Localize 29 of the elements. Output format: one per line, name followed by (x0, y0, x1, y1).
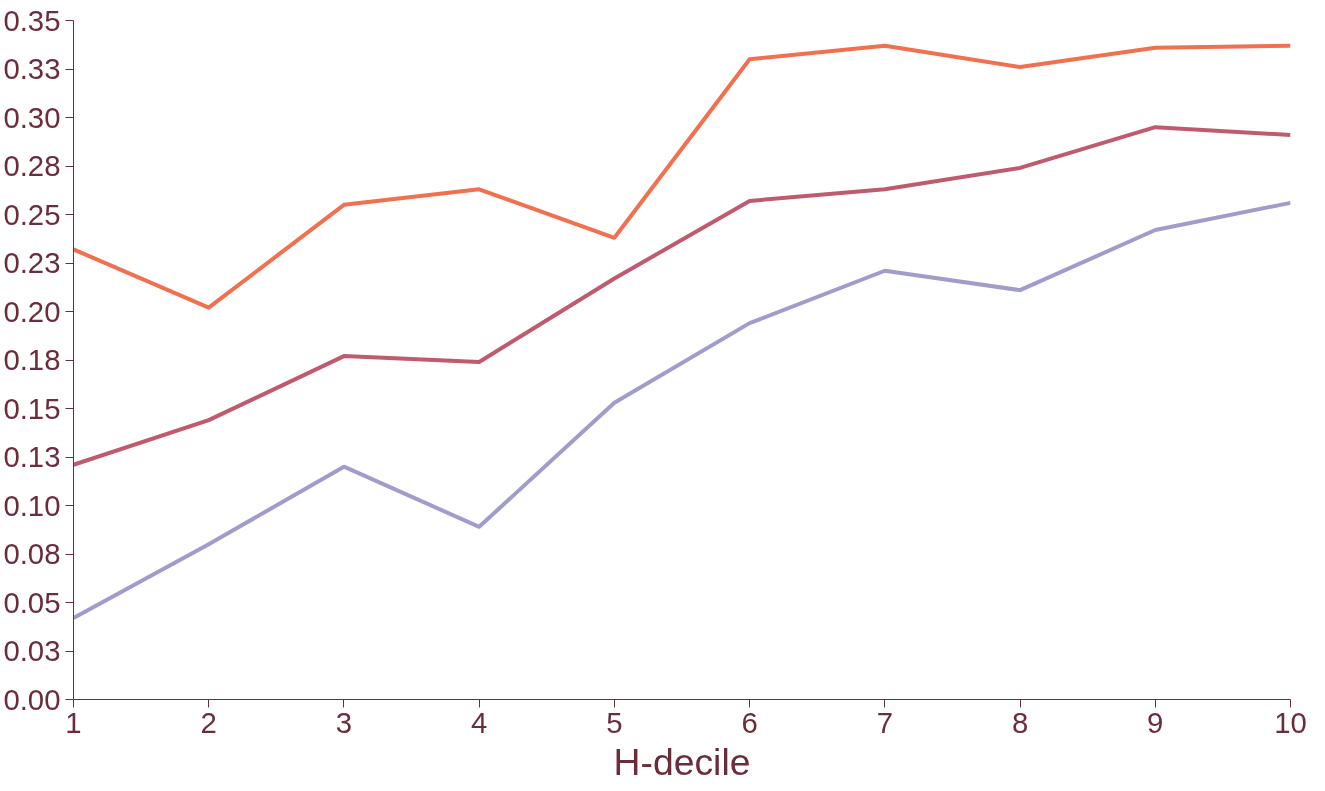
x-tick-label: 10 (1274, 705, 1307, 739)
line-series (73, 125, 1291, 467)
y-tick-label: 0.35 (3, 3, 61, 37)
y-tick-label: 0.23 (3, 246, 61, 279)
y-tick-label: 0.28 (3, 149, 61, 182)
y-tick-label: 0.13 (3, 440, 61, 473)
x-tick-label: 1 (65, 705, 82, 739)
x-tick-label: 8 (1011, 705, 1029, 739)
y-tick-label: 0.00 (3, 682, 61, 716)
x-tick-label: 9 (1147, 705, 1164, 739)
y-tick-label: 0.25 (3, 197, 61, 231)
y-tick-label: 0.03 (3, 634, 61, 667)
x-axis-title: H-decile (613, 740, 751, 783)
line-series (73, 200, 1291, 621)
y-tick-label: 0.10 (3, 488, 61, 522)
x-tick-label: 2 (200, 705, 217, 739)
x-tick-label: 4 (471, 705, 488, 739)
y-tick-label: 0.33 (3, 52, 61, 85)
y-tick-label: 0.15 (3, 391, 61, 425)
y-tick-label: 0.08 (3, 537, 61, 570)
y-tick-label: 0.18 (3, 343, 61, 376)
y-tick-label: 0.30 (3, 100, 61, 134)
x-tick-label: 7 (876, 705, 893, 739)
y-tick-label: 0.05 (3, 585, 61, 619)
line-series (73, 43, 1291, 310)
x-tick-label: 6 (741, 705, 758, 739)
y-tick-label: 0.20 (3, 294, 61, 328)
x-tick-label: 5 (606, 705, 623, 739)
x-tick-label: 3 (335, 705, 353, 739)
